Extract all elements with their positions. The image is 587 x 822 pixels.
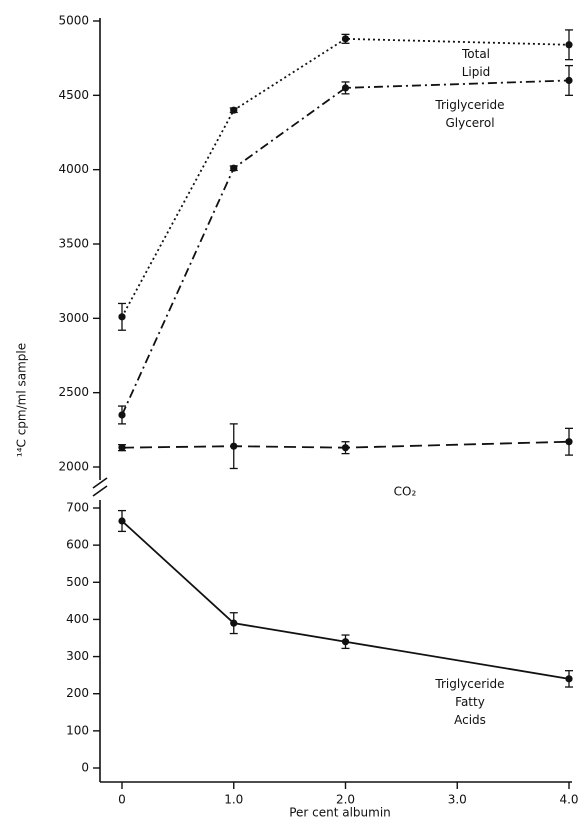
y-tick-label: 4000 <box>58 162 89 176</box>
y-axis-label: ¹⁴C cpm/ml sample <box>15 343 29 457</box>
x-axis-label: Per cent albumin <box>289 806 391 820</box>
y-tick-label: 700 <box>66 501 89 515</box>
x-tick-label: 0 <box>118 793 126 807</box>
y-tick-label: 4500 <box>58 88 89 102</box>
y-tick-label: 200 <box>66 686 89 700</box>
label-line: Triglyceride <box>434 677 504 691</box>
y-tick-label: 500 <box>66 575 89 589</box>
marker <box>230 442 238 450</box>
series-label: CO₂ <box>394 485 417 499</box>
marker <box>341 84 350 92</box>
label-line: Glycerol <box>445 116 494 130</box>
series-label: Triglyceride Fatty Acids <box>434 677 504 727</box>
x-tick-label: 2.0 <box>336 793 355 807</box>
marker <box>565 438 573 446</box>
y-tick-label: 3500 <box>58 237 89 251</box>
marker <box>341 35 350 43</box>
marker <box>341 638 350 646</box>
marker <box>230 619 238 627</box>
label-line: Acids <box>454 713 486 727</box>
axis-break <box>92 485 108 497</box>
y-tick-label: 0 <box>81 761 89 775</box>
label-line: Fatty <box>455 695 485 709</box>
marker <box>565 76 573 85</box>
label-line: Total <box>461 47 490 61</box>
label-line: Triglyceride <box>434 98 504 112</box>
marker <box>118 444 126 452</box>
label-line: Lipid <box>462 65 491 79</box>
series-line <box>121 520 570 680</box>
x-tick-label: 4.0 <box>559 793 578 807</box>
marker <box>230 106 238 114</box>
marker <box>565 41 573 49</box>
marker <box>118 411 126 419</box>
series-label: Total Lipid <box>461 47 490 79</box>
x-tick-label: 1.0 <box>224 793 243 807</box>
marker <box>341 444 350 452</box>
y-tick-label: 2500 <box>58 385 89 399</box>
series-label: Triglyceride Glycerol <box>434 98 504 130</box>
marker <box>118 517 126 525</box>
series-line <box>121 37 570 318</box>
axis-break <box>92 477 108 489</box>
y-tick-label: 5000 <box>58 14 89 28</box>
marker <box>230 164 238 172</box>
y-tick-label: 300 <box>66 649 89 663</box>
series-line <box>121 79 570 416</box>
y-tick-label: 100 <box>66 723 89 737</box>
series-line <box>121 440 570 449</box>
marker <box>118 313 126 321</box>
y-tick-label: 400 <box>66 612 89 626</box>
y-tick-label: 600 <box>66 538 89 552</box>
y-tick-label: 3000 <box>58 311 89 325</box>
marker <box>565 675 573 683</box>
y-tick-label: 2000 <box>58 460 89 474</box>
x-tick-label: 3.0 <box>448 793 467 807</box>
